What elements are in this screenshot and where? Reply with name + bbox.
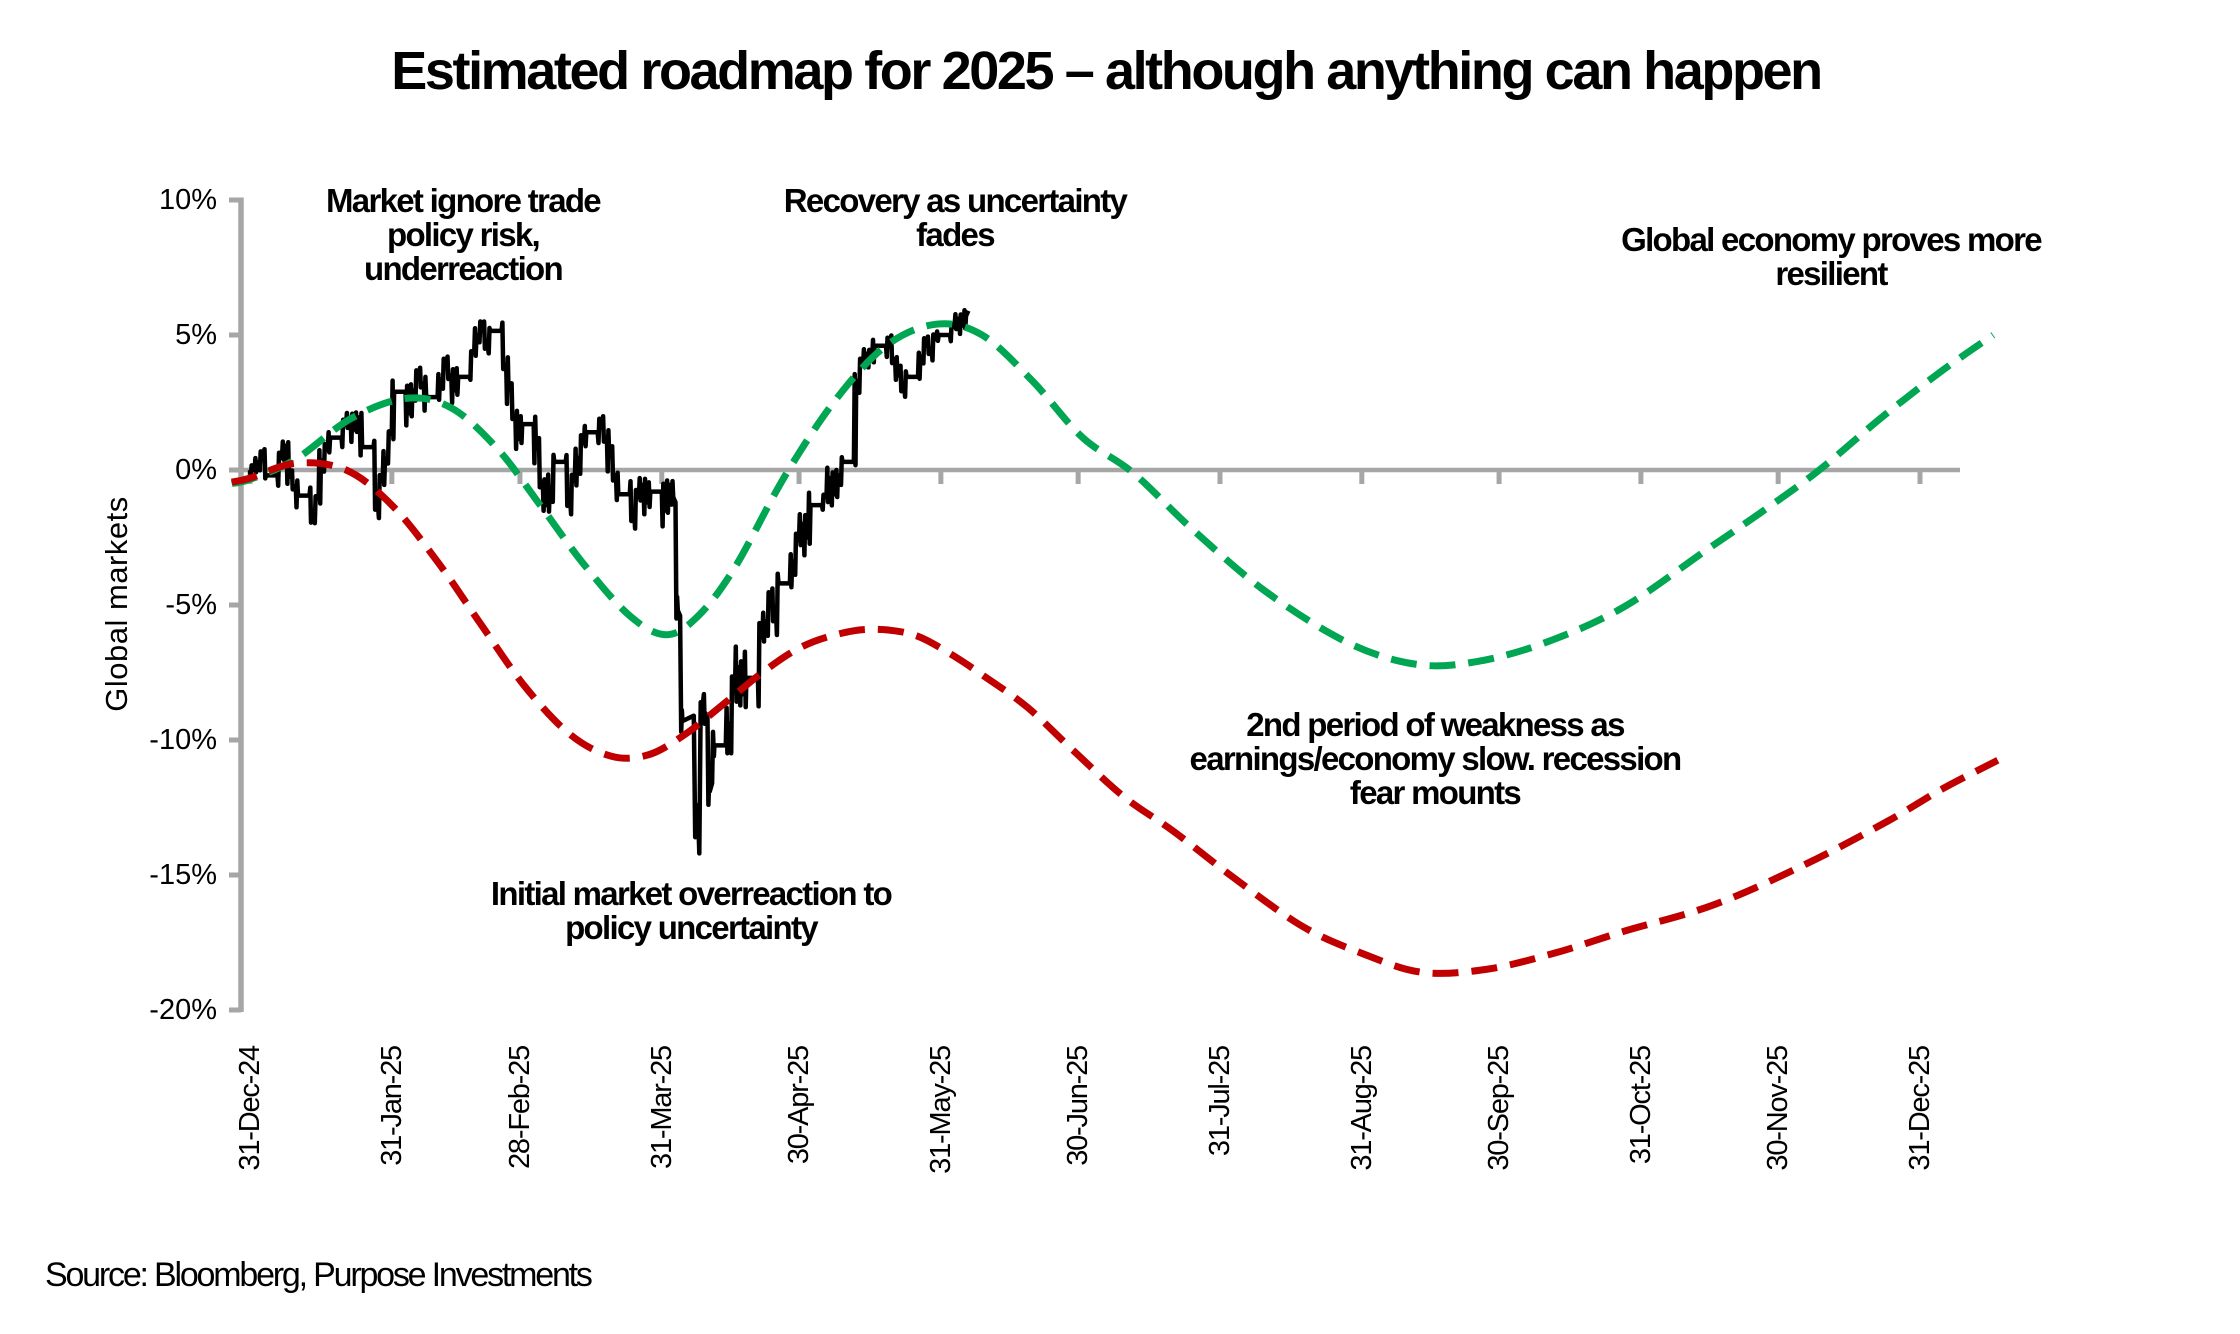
x-tick-label: 31-Mar-25 <box>645 1046 678 1169</box>
annotation-initial-overreaction: Initial market overreaction to policy un… <box>391 877 991 945</box>
chart-title: Estimated roadmap for 2025 – although an… <box>391 41 1823 101</box>
x-tick-label: 28-Feb-25 <box>503 1046 536 1169</box>
annotation-line: fades <box>916 216 995 253</box>
annotation-second-weakness: 2nd period of weakness as earnings/econo… <box>1135 708 1735 810</box>
y-tick-label: -5% <box>165 588 217 621</box>
x-tick-label: 30-Jun-25 <box>1062 1046 1095 1166</box>
annotation-line: resilient <box>1775 255 1888 292</box>
y-tick-label: -15% <box>149 858 217 891</box>
y-tick-label: 0% <box>175 453 217 486</box>
x-tick-label: 31-Aug-25 <box>1345 1046 1378 1171</box>
y-tick-label: -10% <box>149 723 217 756</box>
y-tick-label: -20% <box>149 993 217 1026</box>
x-tick-label: 31-May-25 <box>924 1046 957 1174</box>
x-tick-label: 31-Dec-24 <box>234 1046 266 1171</box>
source-note: Source: Bloomberg, Purpose Investments <box>45 1256 593 1294</box>
x-tick-label: 30-Sep-25 <box>1483 1046 1516 1171</box>
annotation-global-economy: Global economy proves more resilient <box>1531 223 2131 291</box>
y-tick-label: 10% <box>158 183 217 216</box>
x-tick-label: 30-Apr-25 <box>783 1046 816 1165</box>
x-tick-label: 31-Jan-25 <box>375 1046 408 1166</box>
annotation-line: earnings/economy slow. recession <box>1189 740 1683 777</box>
x-tick-label: 31-Dec-25 <box>1904 1046 1936 1171</box>
x-tick-label: 31-Oct-25 <box>1624 1046 1657 1165</box>
series-global-markets-actual-daily <box>247 307 971 856</box>
annotation-line: fear mounts <box>1349 774 1522 811</box>
y-tick-label: 5% <box>175 318 217 351</box>
annotation-line: Initial market overreaction to <box>490 875 893 912</box>
x-tick-label: 30-Nov-25 <box>1762 1046 1795 1171</box>
series-optimistic-scenario-recovery-path <box>230 320 1996 670</box>
series-pessimistic-scenario-recession-path <box>231 459 2000 977</box>
annotation-market-ignore: Market ignore trade policy risk, underre… <box>163 184 763 286</box>
annotation-line: Recovery as uncertainty <box>783 182 1128 219</box>
annotation-line: 2nd period of weakness as <box>1246 706 1625 743</box>
annotation-line: underreaction <box>364 250 564 287</box>
annotation-line: policy risk, <box>386 216 541 253</box>
x-tick-label: 31-Jul-25 <box>1203 1046 1236 1157</box>
annotation-line: policy uncertainty <box>565 909 819 946</box>
annotation-recovery: Recovery as uncertainty fades <box>655 184 1255 252</box>
annotation-line: Global economy proves more <box>1621 221 2042 258</box>
annotation-line: Market ignore trade <box>326 182 602 219</box>
